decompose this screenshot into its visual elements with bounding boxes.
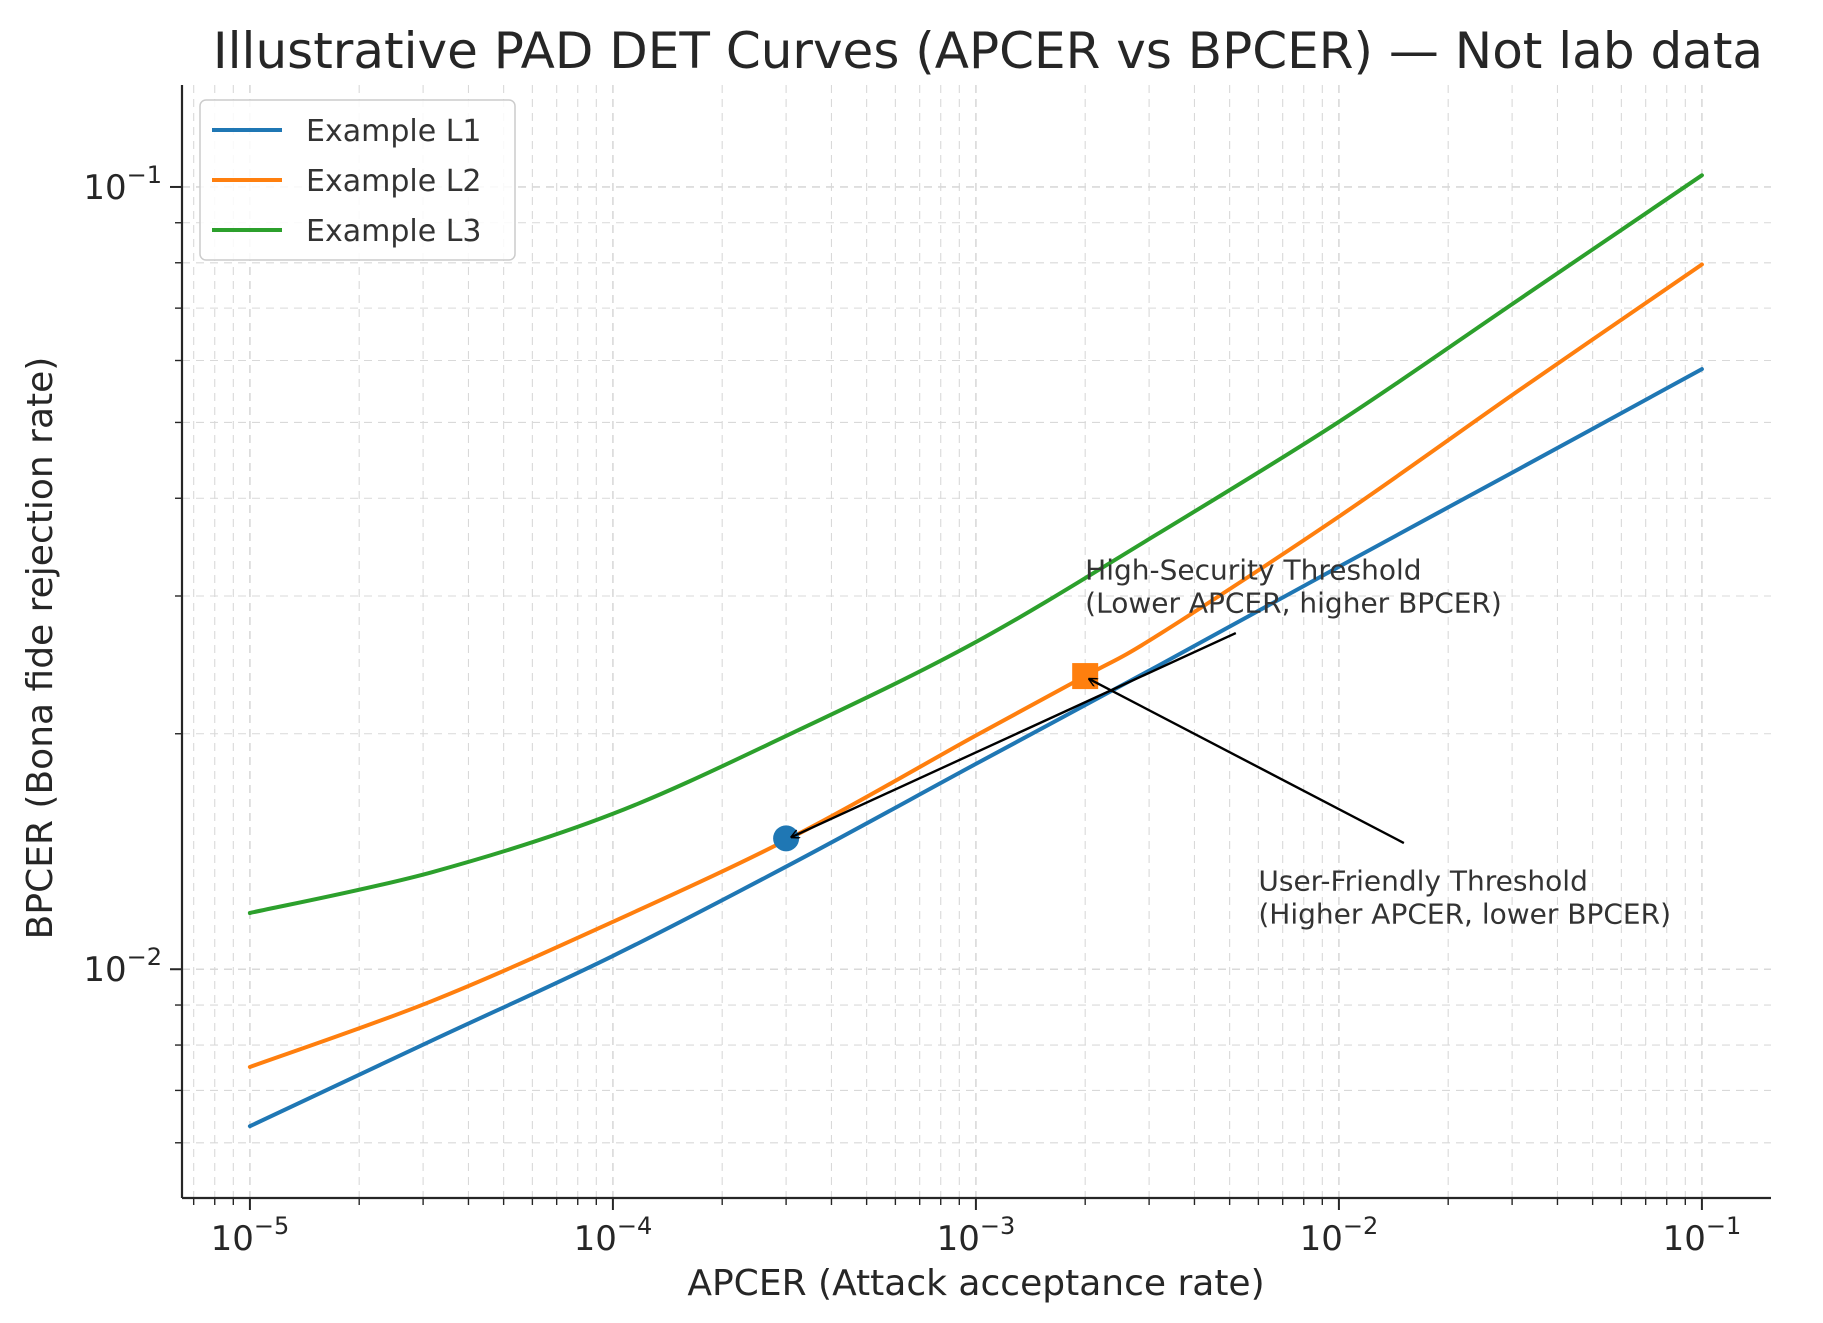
x-tick-label: 10−3 [937, 1212, 1016, 1259]
ticks: 10−5 10−4 10−3 10−2 10−1 10−2 10−1 [83, 161, 1741, 1259]
annotation-user-friendly-text: (Higher APCER, lower BPCER) [1258, 898, 1671, 931]
annotation-high-security-arrow [791, 631, 1237, 837]
legend: Example L1 Example L2 Example L3 [199, 99, 516, 261]
annotation-high-security-text: (Lower APCER, higher BPCER) [1085, 586, 1502, 619]
annotations: High-Security Threshold(Lower APCER, hig… [791, 553, 1671, 931]
x-tick-label: 10−1 [1663, 1212, 1742, 1259]
y-axis-label: BPCER (Bona fide rejection rate) [20, 357, 61, 940]
annotation-user-friendly-text: User-Friendly Threshold [1258, 865, 1587, 898]
x-tick-label: 10−5 [211, 1212, 290, 1259]
threshold-marker-square [1072, 663, 1099, 690]
series-lines [247, 173, 1704, 1129]
series-line-l3 [247, 173, 1704, 915]
series-line-l2 [247, 262, 1704, 1069]
grid [182, 85, 1771, 1198]
series-line-l1 [247, 367, 1704, 1129]
y-tick-label: 10−1 [83, 161, 162, 208]
x-axis-label: APCER (Attack acceptance rate) [687, 1263, 1264, 1304]
legend-box [199, 99, 516, 261]
y-tick-label: 10−2 [83, 943, 162, 990]
annotation-high-security-text: High-Security Threshold [1085, 553, 1421, 586]
annotation-user-friendly-arrow [1089, 679, 1405, 845]
legend-label-l1: Example L1 [306, 114, 482, 149]
x-tick-label: 10−4 [574, 1212, 653, 1259]
threshold-marker-circle [773, 825, 800, 852]
legend-label-l3: Example L3 [306, 214, 482, 249]
x-tick-label: 10−2 [1300, 1212, 1379, 1259]
legend-label-l2: Example L2 [306, 164, 482, 199]
chart-title: Illustrative PAD DET Curves (APCER vs BP… [213, 22, 1763, 80]
